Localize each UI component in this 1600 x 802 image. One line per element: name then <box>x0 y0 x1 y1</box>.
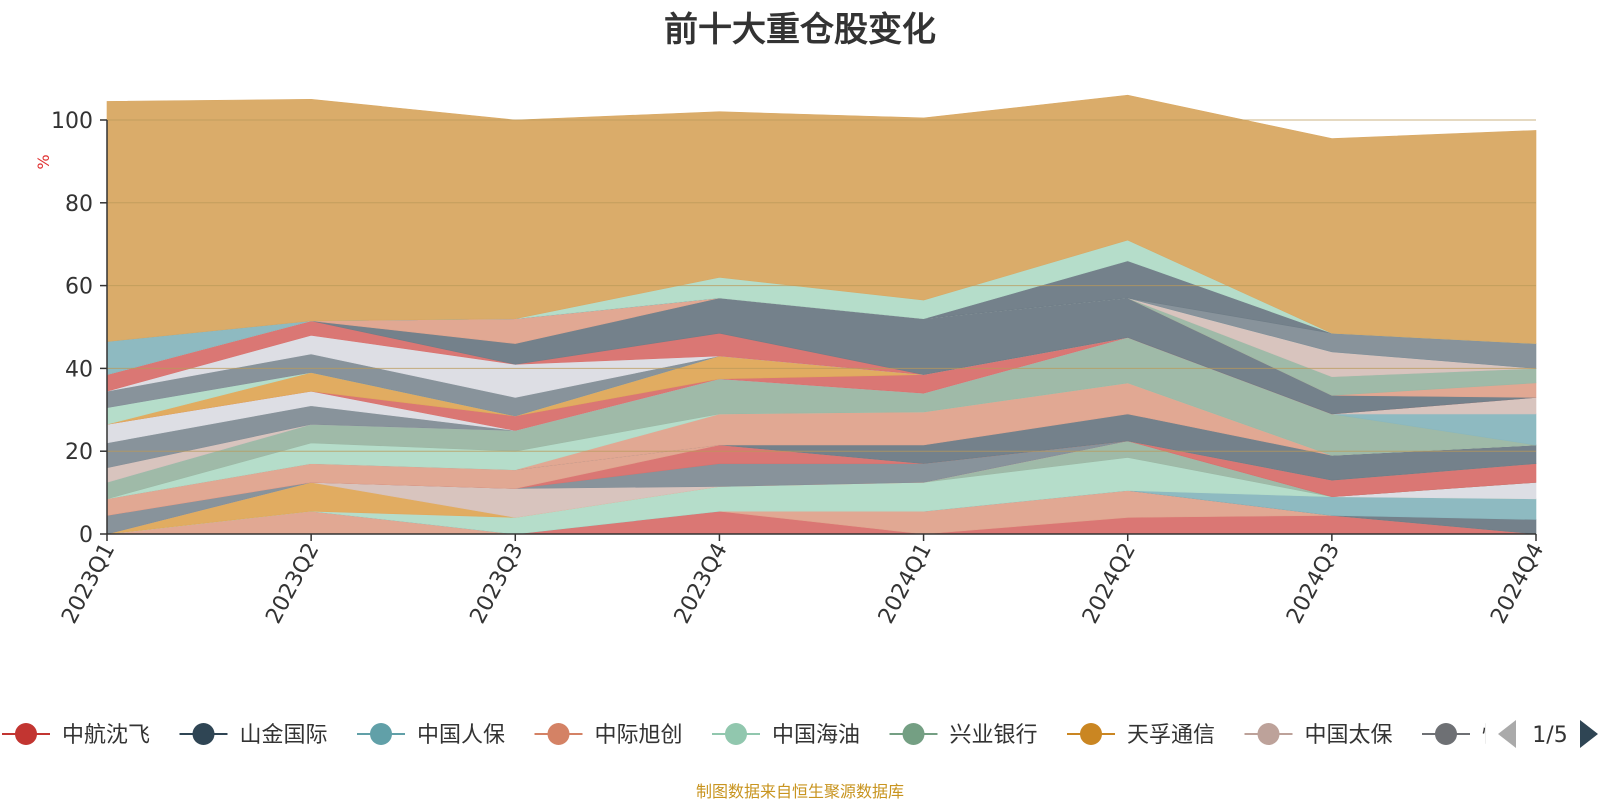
legend-label: 天孚通信 <box>1127 723 1215 748</box>
legend-item[interactable]: 中航沈飞 <box>2 723 150 748</box>
y-tick-label: 20 <box>65 440 93 465</box>
x-tick-label: 2024Q1 <box>874 539 937 628</box>
legend-label: 恒 <box>1482 723 1504 748</box>
x-tick-label: 2023Q4 <box>670 539 733 628</box>
legend-label: 山金国际 <box>240 723 328 748</box>
legend: 中航沈飞 山金国际 中国人保 中际旭创 中国海油 兴业银行 天孚通信 中国太保 恒 1/5 <box>2 720 1598 748</box>
x-tick-label: 2024Q2 <box>1078 539 1141 628</box>
legend-item[interactable]: 中国太保 <box>1244 723 1393 748</box>
legend-label: 兴业银行 <box>950 723 1038 748</box>
y-axis-label: % <box>34 154 53 169</box>
legend-item[interactable]: 兴业银行 <box>889 723 1038 748</box>
x-tick-label: 2023Q2 <box>261 539 324 628</box>
legend-prev-page-icon[interactable] <box>1498 720 1516 748</box>
y-tick-label: 100 <box>51 109 93 134</box>
legend-marker-icon <box>902 723 925 745</box>
legend-marker-icon <box>192 723 215 745</box>
legend-label: 中国海油 <box>772 723 860 748</box>
legend-label: 中航沈飞 <box>62 723 150 748</box>
chart-title: 前十大重仓股变化 <box>664 10 936 50</box>
y-tick-label: 60 <box>65 275 93 300</box>
x-tick-label: 2024Q4 <box>1486 539 1549 628</box>
legend-item[interactable]: 恒 <box>1422 723 1504 748</box>
legend-page-indicator: 1/5 <box>1532 723 1567 748</box>
legend-item[interactable]: 山金国际 <box>179 723 328 748</box>
y-tick-label: 0 <box>79 523 93 548</box>
y-tick-label: 80 <box>65 192 93 217</box>
legend-label: 中国太保 <box>1305 723 1393 748</box>
x-tick-label: 2023Q3 <box>466 539 529 628</box>
legend-label: 中际旭创 <box>595 723 683 748</box>
series-area-35 <box>106 94 1537 344</box>
legend-marker-icon <box>1435 723 1457 745</box>
series-layer <box>106 94 1537 535</box>
legend-item[interactable]: 中际旭创 <box>534 723 683 748</box>
legend-marker-icon <box>725 723 747 745</box>
legend-marker-icon <box>370 723 392 745</box>
x-tick-label: 2023Q1 <box>57 539 120 628</box>
legend-marker-icon <box>15 723 37 745</box>
x-tick-label: 2024Q3 <box>1282 539 1345 628</box>
legend-item[interactable]: 中国海油 <box>712 723 860 748</box>
legend-item[interactable]: 中国人保 <box>357 723 505 748</box>
legend-next-page-icon[interactable] <box>1580 720 1598 748</box>
legend-items: 中航沈飞 山金国际 中国人保 中际旭创 中国海油 兴业银行 天孚通信 中国太保 恒 <box>2 723 1504 748</box>
legend-marker-icon <box>1257 723 1280 745</box>
y-tick-label: 40 <box>65 357 93 382</box>
legend-item[interactable]: 天孚通信 <box>1067 723 1215 748</box>
legend-marker-icon <box>547 723 570 745</box>
legend-marker-icon <box>1080 723 1102 745</box>
legend-label: 中国人保 <box>417 723 505 748</box>
grid-layer <box>107 119 1536 452</box>
source-note: 制图数据来自恒生聚源数据库 <box>695 782 904 801</box>
